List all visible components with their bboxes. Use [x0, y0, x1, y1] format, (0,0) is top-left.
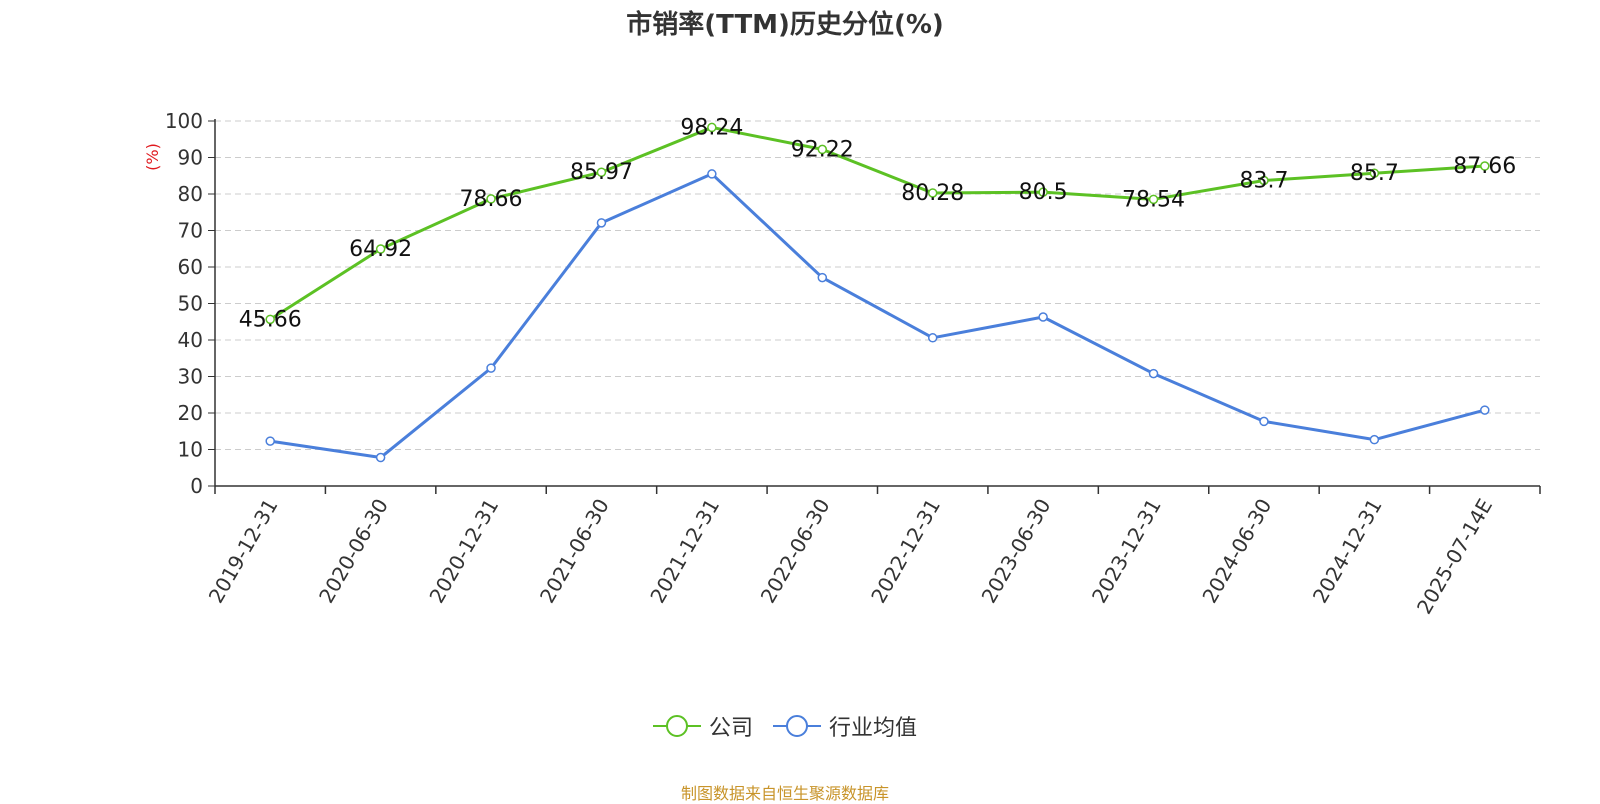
- y-tick-label-0: 0: [190, 474, 203, 498]
- x-tick-label-2: 2020-12-31: [424, 494, 503, 607]
- y-tick-label-40: 40: [178, 328, 203, 352]
- series-1-point-7: [1038, 312, 1048, 322]
- legend-industry-marker-icon: [773, 715, 821, 737]
- series-0-label-10: 85.7: [1350, 161, 1399, 186]
- series-line-0: [269, 125, 1485, 321]
- y-tick-label-50: 50: [178, 292, 203, 316]
- series-0-point-2: [486, 194, 496, 204]
- series-0-label-2: 78.66: [460, 187, 523, 212]
- x-tick-label-11: 2025-07-14E: [1412, 495, 1497, 619]
- x-tick-label-0: 2019-12-31: [204, 495, 283, 608]
- chart-title: 市销率(TTM)历史分位(%): [626, 10, 944, 40]
- series-1-point-2: [486, 363, 496, 373]
- legend-item-industry-average[interactable]: 行业均值: [773, 710, 917, 742]
- x-tick-label-3: 2021-06-30: [535, 495, 614, 608]
- series-0-point-5: [817, 144, 828, 155]
- x-tick-label-4: 2021-12-31: [645, 495, 724, 608]
- x-tick-label-7: 2023-06-30: [977, 495, 1056, 608]
- legend-company-marker-icon: [652, 715, 701, 737]
- grid-lines: [215, 120, 1540, 450]
- series-1-point-10: [1369, 434, 1380, 445]
- series-1-point-1: [375, 452, 386, 463]
- series-0-label-0: 45.66: [239, 307, 302, 332]
- series-1-point-3: [596, 218, 607, 228]
- y-tick-label-70: 70: [178, 219, 203, 243]
- source-note: 制图数据来自恒生聚源数据库: [680, 784, 889, 803]
- data-labels: 45.66 64.92 78.66 85.97 98.24 92.22 80.28 80.5 7…: [239, 115, 1517, 332]
- line-chart: 0 10 20 30 40 50 60 70 80 90 100 2019-12-31 2020-06-…: [143, 109, 1541, 619]
- series-1-point-8: [1148, 368, 1159, 379]
- x-tick-label-10: 2024-12-31: [1308, 495, 1387, 608]
- legend-industry-label: 行业均值: [829, 716, 918, 741]
- series-line-1: [269, 172, 1486, 460]
- series-0-point-3: [596, 167, 607, 177]
- series-0-label-7: 80.5: [1019, 180, 1068, 205]
- y-tick-label-100: 100: [165, 109, 203, 133]
- y-axis-label: (%): [143, 143, 162, 171]
- x-tick-label-1: 2020-06-30: [314, 495, 393, 608]
- x-tick-label-6: 2022-12-31: [866, 494, 945, 607]
- series-0-point-7: [1038, 187, 1048, 197]
- axes: 0 10 20 30 40 50 60 70 80 90 100 2019-12-31 2020-06-…: [165, 109, 1541, 619]
- series-0-point-1: [375, 244, 386, 254]
- series-1-point-6: [927, 333, 938, 343]
- series-0-label-5: 92.22: [791, 137, 854, 162]
- series-0-point-11: [1480, 161, 1490, 171]
- series-0-point-8: [1148, 194, 1159, 205]
- series-0-label-6: 80.28: [901, 181, 964, 206]
- y-tick-label-30: 30: [178, 365, 203, 389]
- legend: 公司 行业均值: [0, 710, 1570, 742]
- y-tick-label-60: 60: [178, 255, 203, 279]
- series-0-label-1: 64.92: [349, 237, 412, 262]
- series-0-label-8: 78.54: [1122, 187, 1185, 212]
- y-tick-label-80: 80: [178, 182, 203, 206]
- series-0-point-4: [707, 122, 717, 133]
- x-tick-label-9: 2024-06-30: [1197, 495, 1276, 608]
- y-tick-label-90: 90: [178, 146, 203, 170]
- series-0-point-9: [1259, 175, 1269, 186]
- y-tick-label-10: 10: [178, 438, 203, 462]
- series-0-label-11: 87.66: [1453, 154, 1516, 179]
- series-0-point-10: [1369, 168, 1380, 178]
- series-0-point-0: [265, 314, 275, 325]
- series-0-label-9: 83.7: [1239, 168, 1288, 193]
- series-1-point-5: [817, 272, 828, 283]
- x-tick-label-5: 2022-06-30: [756, 495, 835, 608]
- series-1-point-0: [265, 436, 275, 446]
- series-0-label-3: 85.97: [570, 160, 633, 185]
- x-tick-label-8: 2023-12-31: [1087, 495, 1166, 608]
- series-0-point-6: [927, 188, 938, 198]
- y-tick-label-20: 20: [178, 401, 203, 425]
- series-1-point-9: [1259, 416, 1269, 427]
- legend-company-label: 公司: [708, 716, 753, 741]
- series: [265, 122, 1490, 463]
- series-1-point-4: [707, 169, 717, 179]
- legend-item-company[interactable]: 公司: [652, 710, 753, 742]
- series-1-point-11: [1480, 405, 1490, 415]
- series-0-label-4: 98.24: [680, 115, 743, 140]
